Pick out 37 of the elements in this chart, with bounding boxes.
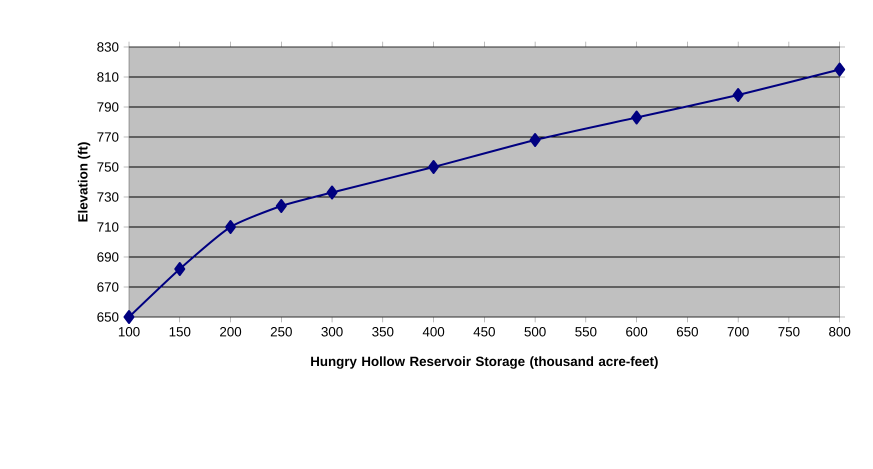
point [276,199,287,213]
point [631,110,642,124]
point [225,220,236,234]
x-tick-label: 550 [575,327,596,336]
x-tick-label: 700 [728,327,749,336]
point [530,133,541,147]
x-tick-label: 750 [778,327,800,336]
point [732,88,744,102]
y-tick-label: 670 [97,282,118,292]
x-tick-label: 400 [422,327,444,336]
x-tick-label: 600 [626,327,648,336]
y-tick-label: 770 [97,132,118,142]
point [124,310,135,324]
y-tick-label: 710 [97,222,118,232]
x-tick-label: 150 [170,327,190,336]
point [428,160,440,174]
point [174,262,186,276]
x-tick-label: 350 [372,327,394,336]
y-tick-label: 750 [97,162,118,172]
x-tick-label: 450 [474,327,495,336]
x-tick-label: 650 [676,327,698,336]
y-tick-label: 790 [97,102,118,112]
y-tick-label: 810 [97,72,118,82]
x-tick-label: 100 [118,327,140,336]
x-tick-label: 500 [524,327,546,336]
y-tick-label: 650 [97,312,118,322]
x-tick-label: 250 [270,327,292,336]
y-tick-label: 730 [97,192,118,202]
point [834,62,846,76]
y-tick-label: 690 [97,252,118,262]
x-tick-label: 200 [220,327,242,336]
x-axis-title: Hungry Hollow Reservoir Storage (thousand acre-feet) [311,356,658,369]
y-axis-title: Elevation (ft) [78,142,90,222]
point [326,186,338,200]
x-tick-label: 800 [829,327,850,336]
x-tick-label: 300 [321,327,343,336]
y-tick-label: 830 [97,42,118,52]
